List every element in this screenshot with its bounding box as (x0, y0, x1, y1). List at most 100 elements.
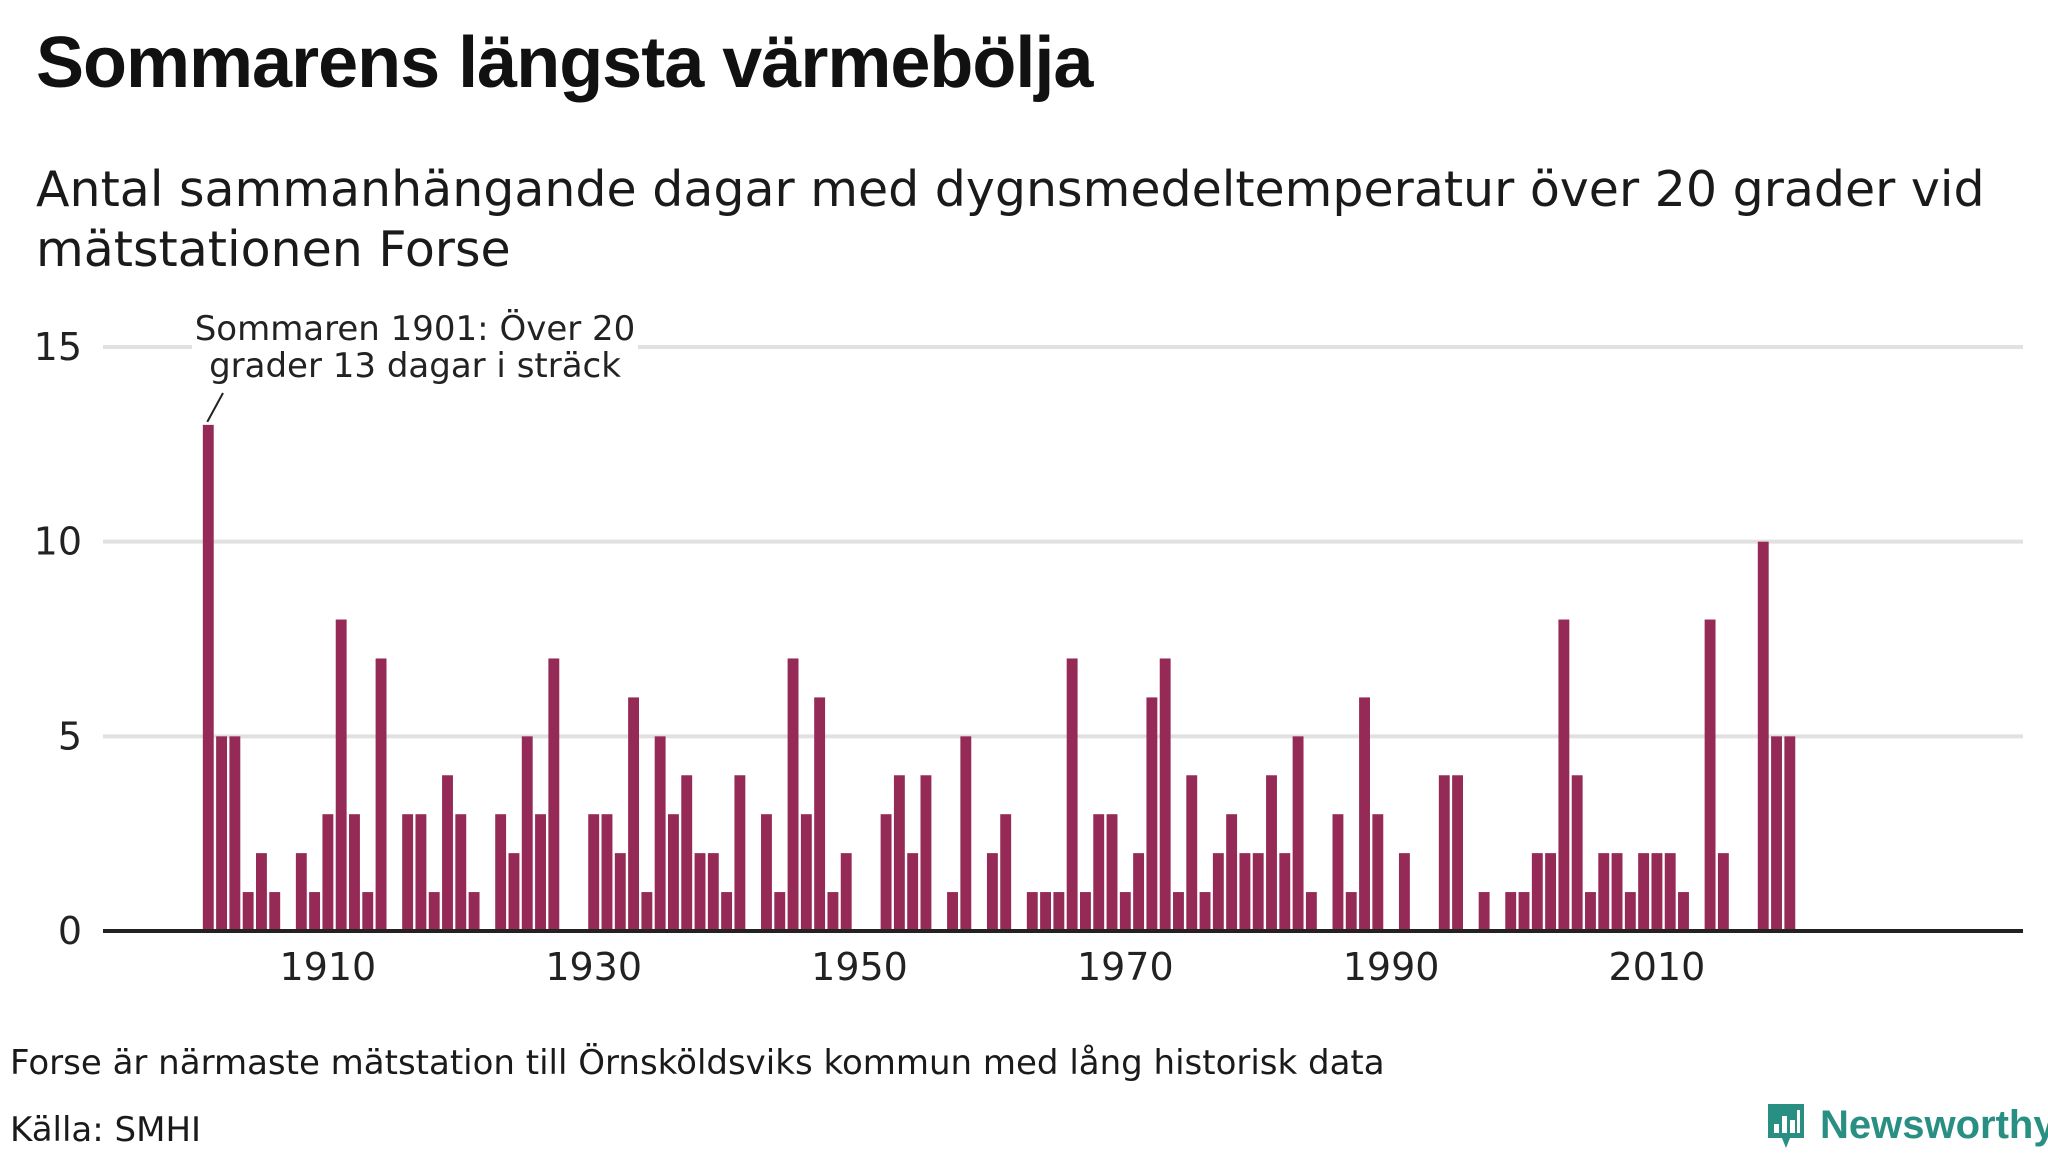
bar (428, 892, 440, 931)
bar (1518, 892, 1530, 931)
bar (1146, 697, 1158, 931)
bar (1266, 775, 1277, 931)
bar (1199, 892, 1211, 931)
annotation-line: Sommaren 1901: Över 20 (195, 308, 636, 349)
bar (1066, 658, 1078, 931)
annotation: Sommaren 1901: Över 20 grader 13 dagar i … (192, 305, 638, 423)
newsworthy-logo: Newsworthy (1764, 1100, 2048, 1160)
bar (761, 814, 772, 931)
bar (402, 814, 414, 931)
bar (1757, 541, 1769, 931)
bar (1159, 658, 1171, 931)
annotation-line: grader 13 dagar i sträck (209, 346, 621, 386)
x-tick-label: 1970 (1077, 945, 1174, 989)
bar (1638, 853, 1650, 931)
chart-title: Sommarens längsta värmebölja (36, 23, 1093, 103)
bar (1212, 853, 1224, 931)
bar (1040, 892, 1052, 931)
y-axis-ticks: 0 5 10 15 (34, 325, 82, 953)
bar (601, 814, 613, 931)
bar (1558, 619, 1570, 931)
bar (242, 892, 254, 931)
bar (681, 775, 693, 931)
bar (654, 736, 666, 931)
bar (202, 424, 214, 931)
bar (1372, 814, 1384, 931)
bar (1678, 892, 1689, 931)
x-tick-label: 1950 (811, 945, 908, 989)
bar (535, 814, 546, 931)
bar (774, 892, 786, 931)
gridlines (103, 345, 2023, 739)
bar (1173, 892, 1184, 931)
x-tick-label: 2010 (1609, 945, 1706, 989)
bar (1571, 775, 1583, 931)
bar (1438, 775, 1450, 931)
x-tick-label: 1930 (545, 945, 642, 989)
y-tick-label: 10 (34, 520, 82, 564)
bar (1305, 892, 1317, 931)
bar (1053, 892, 1065, 931)
bar (1000, 814, 1012, 931)
bar (1611, 853, 1623, 931)
bar (840, 853, 852, 931)
bar (588, 814, 600, 931)
bar (814, 697, 826, 931)
bar (216, 736, 228, 931)
bar (1079, 892, 1091, 931)
bar (269, 892, 281, 931)
bar-chart: 0 5 10 15 1910 1930 1950 1970 1990 2010 Sommaren… (33, 305, 2023, 989)
bar (960, 736, 972, 931)
bar (1359, 697, 1370, 931)
bar (1585, 892, 1596, 931)
bar (295, 853, 307, 931)
bar (521, 736, 533, 931)
bar (255, 853, 267, 931)
bar (1505, 892, 1517, 931)
bar (1704, 619, 1716, 931)
bar (1239, 853, 1251, 931)
bar (628, 697, 640, 931)
bar (415, 814, 427, 931)
x-axis-ticks: 1910 1930 1950 1970 1990 2010 (280, 945, 1706, 989)
bar (1133, 853, 1145, 931)
bar (322, 814, 334, 931)
bar (548, 658, 560, 931)
bar (362, 892, 374, 931)
bar (309, 892, 321, 931)
bar (442, 775, 453, 931)
bar (1598, 853, 1610, 931)
brand-name: Newsworthy (1820, 1103, 2048, 1147)
bar (1186, 775, 1198, 931)
bar (800, 814, 812, 931)
bar (893, 775, 905, 931)
bar (1398, 853, 1410, 931)
bar (229, 736, 241, 931)
bar (1093, 814, 1105, 931)
source-credit: Källa: SMHI (10, 1110, 202, 1150)
bar (375, 658, 387, 931)
y-tick-label: 15 (34, 325, 82, 369)
annotation-leader-line (206, 392, 224, 423)
bar (1651, 853, 1663, 931)
bar (1717, 853, 1729, 931)
bar (721, 892, 733, 931)
y-tick-label: 5 (58, 714, 82, 758)
bar (880, 814, 892, 931)
bar (455, 814, 467, 931)
x-tick-label: 1910 (280, 945, 377, 989)
bar (1771, 736, 1782, 931)
bar (1452, 775, 1464, 931)
annotation-background (192, 305, 638, 389)
bar (641, 892, 653, 931)
bar (1332, 814, 1344, 931)
bar (907, 853, 919, 931)
bar (1784, 736, 1796, 931)
bar (614, 853, 626, 931)
bar (1531, 853, 1543, 931)
bar (694, 853, 706, 931)
bar (1664, 853, 1676, 931)
x-tick-label: 1990 (1343, 945, 1440, 989)
bar (495, 814, 507, 931)
bar (1026, 892, 1038, 931)
